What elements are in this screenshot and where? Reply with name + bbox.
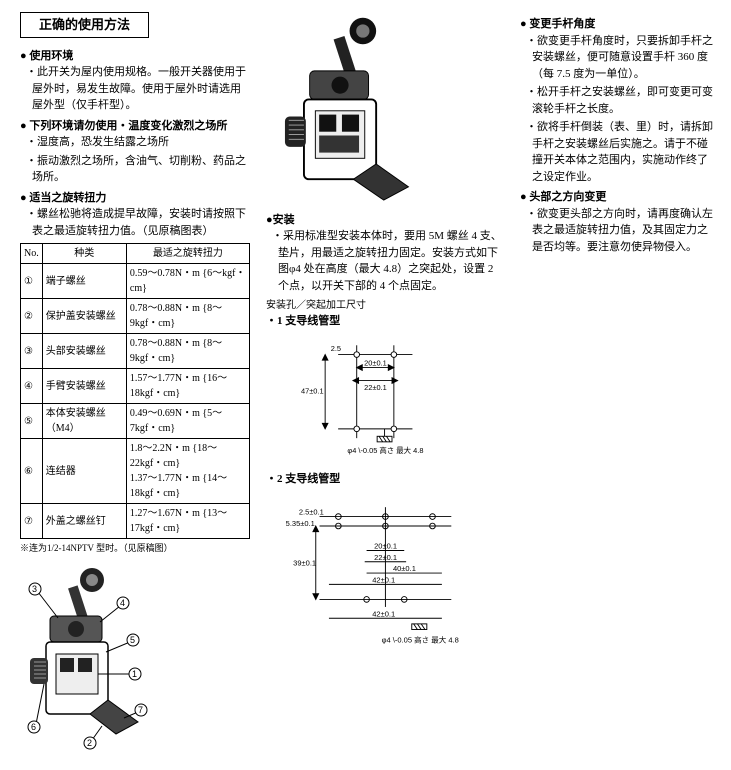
lever-heading-text: 变更手杆角度 [529, 18, 595, 30]
install-heading-text: 安装 [273, 214, 295, 226]
table-row: ⑦外盖之螺丝钉1.27～1.67N・m {13～17kgf・cm} [21, 504, 250, 539]
svg-text:3: 3 [32, 584, 37, 594]
column-2: ●安装 采用标准型安装本体时，要用 5M 螺丝 4 支、垫片，用最适之旋转扭力固… [266, 12, 504, 758]
warn-item: 湿度高，恐发生结露之场所 [26, 134, 250, 151]
lever-item: 松开手杆之安装螺丝，即可变更可变滚轮手杆之长度。 [526, 84, 715, 117]
torque-heading-text: 适当之旋转扭力 [29, 192, 106, 204]
lever-heading: ● 变更手杆角度 [520, 16, 715, 33]
switch-illustration: 3 4 5 1 7 2 6 [20, 562, 160, 752]
lever-list: 欲变更手杆角度时，只要拆卸手杆之安装螺丝，便可随意设置手杆 360 度（每 7.… [520, 33, 715, 186]
torque-table: No. 种类 最适之旋转扭力 ①端子螺丝0.59～0.78N・m {6～kgf・… [20, 243, 250, 539]
svg-text:7: 7 [138, 705, 143, 715]
product-illustration [266, 12, 504, 208]
head-dir-list: 欲变更头部之方向时，请再度确认左表之最适旋转扭力值，及其固定力之是否均等。要注意… [520, 206, 715, 256]
dim2-a: 2.5±0.1 [299, 507, 324, 516]
warn-heading-text: 下列环境请勿使用・温度变化激烈之场所 [29, 120, 227, 132]
env-heading-text: 使用环境 [29, 50, 73, 62]
dim2-e: 39±0.1 [293, 558, 316, 567]
dim2-d: 22±0.1 [374, 552, 397, 561]
warn-heading: ● 下列环境请勿使用・温度变化激烈之场所 [20, 118, 250, 135]
switch-image [266, 12, 416, 202]
lever-item: 欲变更手杆角度时，只要拆卸手杆之安装螺丝，便可随意设置手杆 360 度（每 7.… [526, 33, 715, 83]
head-dir-item: 欲变更头部之方向时，请再度确认左表之最适旋转扭力值，及其固定力之是否均等。要注意… [526, 206, 715, 256]
page-title: 正确的使用方法 [20, 12, 149, 38]
env-heading: ● 使用环境 [20, 48, 250, 65]
table-row: ②保护盖安装螺丝0.78～0.88N・m {8～9kgf・cm} [21, 299, 250, 334]
svg-text:4: 4 [120, 598, 125, 608]
torque-list: 螺丝松驰将造成提早故障，安装时请按照下表之最适旋转扭力值。（见原稿图表） [20, 206, 250, 239]
install-list: 采用标准型安装本体时，要用 5M 螺丝 4 支、垫片，用最适之旋转扭力固定。安装… [266, 228, 504, 294]
mounting-diagram-2: 2.5±0.1 5.35±0.1 20±0.1 22±0.1 39±0.1 40… [266, 494, 504, 660]
table-row: ③头部安装螺丝0.78～0.88N・m {8～9kgf・cm} [21, 334, 250, 369]
dim2-g: 42±0.1 [372, 575, 395, 584]
dim2-f: 40±0.1 [393, 564, 416, 573]
th-no: No. [21, 244, 43, 264]
dim2-c: 20±0.1 [374, 541, 397, 550]
torque-item: 螺丝松驰将造成提早故障，安装时请按照下表之最适旋转扭力值。（见原稿图表） [26, 206, 250, 239]
head-dir-heading-text: 头部之方向变更 [529, 191, 606, 203]
install-item: 采用标准型安装本体时，要用 5M 螺丝 4 支、垫片，用最适之旋转扭力固定。安装… [272, 228, 504, 294]
column-3: ● 变更手杆角度 欲变更手杆角度时，只要拆卸手杆之安装螺丝，便可随意设置手杆 3… [520, 12, 715, 758]
exploded-diagram: 3 4 5 1 7 2 6 [20, 562, 160, 752]
svg-text:5: 5 [130, 635, 135, 645]
torque-heading: ● 适当之旋转扭力 [20, 190, 250, 207]
svg-text:6: 6 [31, 722, 36, 732]
mounting-svg-2: 2.5±0.1 5.35±0.1 20±0.1 22±0.1 39±0.1 40… [266, 494, 486, 654]
fig1-label: ・1 支导线管型 [266, 313, 504, 330]
hole-caption: 安装孔／突起加工尺寸 [266, 298, 504, 313]
column-1: 正确的使用方法 ● 使用环境 此开关为屋内使用规格。一般开关器使用于屋外时，易发… [20, 12, 250, 758]
env-item: 此开关为屋内使用规格。一般开关器使用于屋外时，易发生故障。使用于屋外时请选用屋外… [26, 64, 250, 114]
dim2-h: 42±0.1 [372, 609, 395, 618]
lever-item: 欲将手杆倒装（表、里）时，请拆卸手杆之安装螺丝后实施之。请于不碰撞开关本体之范围… [526, 119, 715, 185]
dim-a: 2.5 [331, 343, 341, 352]
svg-text:1: 1 [132, 669, 137, 679]
dim-note: φ4 \-0.05 高さ 最大 4.8 [347, 445, 423, 455]
head-dir-heading: ● 头部之方向变更 [520, 189, 715, 206]
table-row: ④手臂安装螺丝1.57～1.77N・m {16～18kgf・cm} [21, 369, 250, 404]
mounting-svg-1: 2.5 20±0.1 22±0.1 47±0.1 φ4 \-0.05 高さ 最大… [266, 336, 466, 466]
dim-d: 47±0.1 [301, 386, 324, 395]
table-row: ①端子螺丝0.59～0.78N・m {6～kgf・cm} [21, 264, 250, 299]
dim2-b: 5.35±0.1 [286, 519, 315, 528]
env-list: 此开关为屋内使用规格。一般开关器使用于屋外时，易发生故障。使用于屋外时请选用屋外… [20, 64, 250, 114]
fig2-label: ・2 支导线管型 [266, 471, 504, 488]
dim2-note: φ4 \-0.05 高さ 最大 4.8 [382, 634, 459, 644]
table-row: ⑥连结器1.8～2.2N・m {18～22kgf・cm} 1.37～1.77N・… [21, 439, 250, 504]
table-footnote: ※连为1/2-14NPTV 型时。（见原稿图） [20, 542, 250, 556]
warn-list: 湿度高，恐发生结露之场所 振动激烈之场所，含油气、切削粉、药品之场所。 [20, 134, 250, 186]
dim-b: 20±0.1 [364, 358, 387, 367]
table-row: ⑤本体安装螺丝（M4）0.49～0.69N・m {5～7kgf・cm} [21, 404, 250, 439]
dim-c: 22±0.1 [364, 382, 387, 391]
torque-tbody: ①端子螺丝0.59～0.78N・m {6～kgf・cm} ②保护盖安装螺丝0.7… [21, 264, 250, 539]
th-type: 种类 [42, 244, 126, 264]
th-value: 最适之旋转扭力 [126, 244, 249, 264]
mounting-diagram-1: 2.5 20±0.1 22±0.1 47±0.1 φ4 \-0.05 高さ 最大… [266, 336, 504, 472]
svg-text:2: 2 [87, 738, 92, 748]
warn-item: 振动激烈之场所，含油气、切削粉、药品之场所。 [26, 153, 250, 186]
install-heading: ●安装 [266, 212, 504, 229]
